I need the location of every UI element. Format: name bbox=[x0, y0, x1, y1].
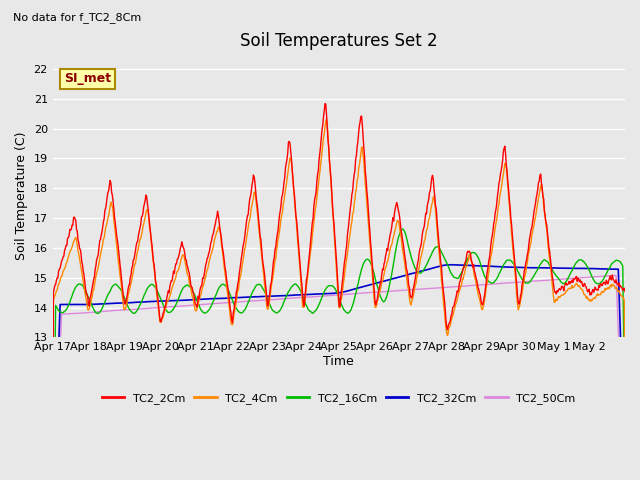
Title: Soil Temperatures Set 2: Soil Temperatures Set 2 bbox=[240, 32, 438, 50]
X-axis label: Time: Time bbox=[323, 355, 354, 368]
Y-axis label: Soil Temperature (C): Soil Temperature (C) bbox=[15, 132, 28, 260]
Text: SI_met: SI_met bbox=[64, 72, 111, 85]
Legend: TC2_2Cm, TC2_4Cm, TC2_16Cm, TC2_32Cm, TC2_50Cm: TC2_2Cm, TC2_4Cm, TC2_16Cm, TC2_32Cm, TC… bbox=[97, 388, 580, 408]
Text: No data for f_TC2_8Cm: No data for f_TC2_8Cm bbox=[13, 12, 141, 23]
